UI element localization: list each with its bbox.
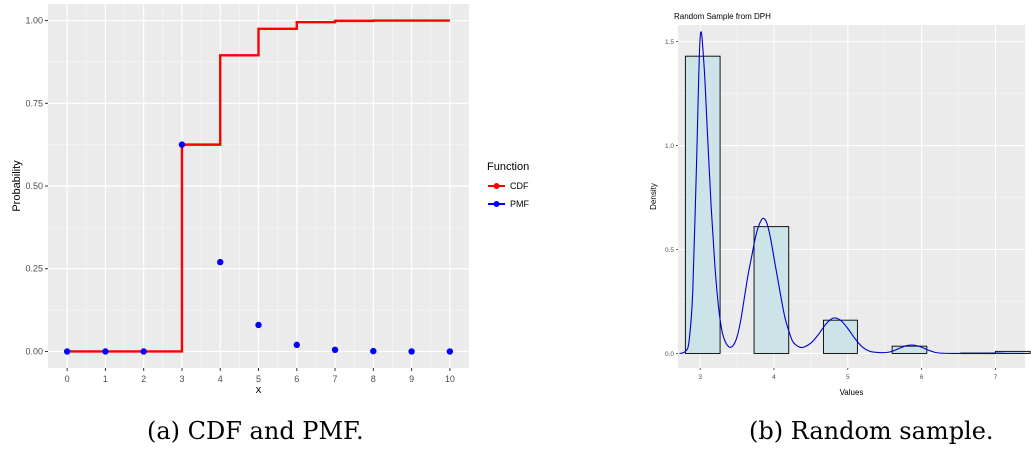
pmf-point [293, 341, 300, 349]
legend-title: Function [487, 161, 529, 173]
legend-label-cdf: CDF [510, 181, 529, 191]
x-axis-title: x [256, 384, 262, 396]
x-tick-label: 5 [256, 374, 261, 384]
x-tick-label: 2 [141, 374, 146, 384]
x-tick-label: 4 [218, 374, 223, 384]
x-tick-label: 6 [920, 374, 924, 381]
pmf-point [217, 258, 224, 266]
pmf-point [255, 321, 262, 329]
legend-label-pmf: PMF [510, 199, 530, 209]
plot-panel [678, 25, 1025, 368]
pmf-point [446, 348, 454, 355]
pmf-point [140, 348, 147, 355]
y-axis-title: Density [649, 183, 658, 210]
histogram-bar [753, 226, 790, 354]
legend-key-point [493, 183, 500, 189]
x-tick-label: 8 [371, 374, 376, 384]
x-tick-label: 4 [772, 374, 776, 381]
y-tick-label: 1.00 [25, 16, 43, 26]
x-tick-label: 6 [294, 374, 299, 384]
pmf-point [178, 141, 186, 148]
x-tick-label: 0 [65, 374, 70, 384]
caption-b: (b) Random sample. [749, 417, 994, 445]
pmf-point [102, 348, 109, 355]
y-axis-title: Probability [11, 160, 23, 212]
y-tick-label: 1.0 [665, 143, 674, 150]
pmf-point [370, 347, 377, 355]
x-tick-label: 3 [179, 374, 184, 384]
cdf-pmf-chart: 0.00 0.25 0.50 0.75 1.00 0 1 2 3 4 5 6 7 8 9 10 x Probabi… [11, 4, 530, 396]
legend-key-point [493, 201, 500, 207]
pmf-point [331, 346, 339, 353]
x-tick-label: 7 [994, 374, 998, 381]
y-tick-label: 1.5 [665, 39, 674, 46]
caption-a: (a) CDF and PMF. [147, 417, 364, 445]
histogram-bar [684, 55, 721, 354]
density-curve [679, 31, 1024, 355]
y-tick-label: 0.75 [25, 98, 43, 108]
y-tick-label: 0.0 [665, 351, 674, 358]
y-tick-label: 0.25 [25, 264, 43, 274]
histogram-bar [822, 319, 858, 354]
y-tick-label: 0.00 [25, 346, 43, 356]
x-axis-title: Values [840, 388, 864, 397]
chart-title: Random Sample from DPH [674, 12, 771, 21]
pmf-point [408, 348, 415, 355]
x-tick-label: 1 [103, 374, 108, 384]
y-tick-label: 0.5 [665, 247, 674, 254]
x-tick-label: 10 [445, 374, 455, 384]
y-tick-label: 0.50 [25, 181, 43, 191]
pmf-point [63, 348, 71, 355]
x-tick-label: 7 [333, 374, 338, 384]
x-tick-label: 3 [698, 374, 702, 381]
cdf-step-line [67, 19, 450, 353]
random-sample-histogram: Random Sample from DPH 0.0 0.5 1.0 1.5 3 4 5 6 7 V… [649, 12, 1031, 397]
x-tick-label: 5 [846, 374, 850, 381]
x-tick-label: 9 [409, 374, 414, 384]
